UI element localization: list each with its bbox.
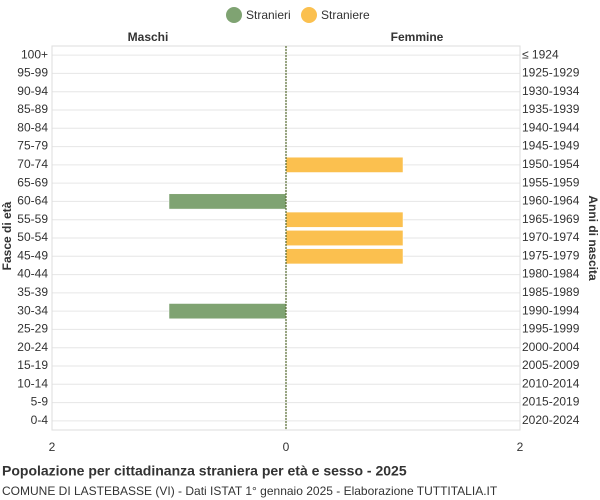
x-tick-label: 0: [283, 440, 290, 454]
y2-tick-label: 2000-2004: [522, 340, 580, 354]
y2-tick-label: 1965-1969: [522, 212, 580, 226]
y-tick-label: 50-54: [17, 230, 48, 244]
y2-tick-label: 1980-1984: [522, 267, 580, 281]
y2-tick-label: 1960-1964: [522, 194, 580, 208]
y-tick-label: 55-59: [17, 212, 48, 226]
y-tick-label: 70-74: [17, 157, 48, 171]
y2-axis-title: Anni di nascita: [586, 195, 600, 281]
y-tick-label: 25-29: [17, 322, 48, 336]
x-tick-label: 2: [49, 440, 56, 454]
y-tick-label: 60-64: [17, 194, 48, 208]
y-tick-label: 85-89: [17, 102, 48, 116]
legend-label: Straniere: [321, 8, 370, 22]
y-tick-label: 35-39: [17, 285, 48, 299]
legend-marker: [226, 7, 242, 23]
y-tick-label: 20-24: [17, 340, 48, 354]
y-tick-label: 30-34: [17, 303, 48, 317]
bar: [168, 303, 287, 320]
chart-title: Popolazione per cittadinanza straniera p…: [2, 463, 407, 479]
y2-tick-label: 1945-1949: [522, 139, 580, 153]
y2-tick-label: 1990-1994: [522, 303, 580, 317]
y2-tick-label: 1985-1989: [522, 285, 580, 299]
y-tick-label: 10-14: [17, 376, 48, 390]
y-tick-label: 45-49: [17, 248, 48, 262]
y-tick-label: 5-9: [31, 395, 49, 409]
y2-tick-label: 2010-2014: [522, 376, 580, 390]
y2-tick-label: 2015-2019: [522, 395, 580, 409]
y2-tick-label: 1970-1974: [522, 230, 580, 244]
y-tick-label: 95-99: [17, 66, 48, 80]
y2-tick-label: 1955-1959: [522, 175, 580, 189]
y2-tick-label: 1950-1954: [522, 157, 580, 171]
y-tick-label: 15-19: [17, 358, 48, 372]
y-tick-label: 75-79: [17, 139, 48, 153]
y-tick-label: 65-69: [17, 175, 48, 189]
y2-tick-label: 1925-1929: [522, 66, 580, 80]
y2-tick-label: 1940-1944: [522, 120, 580, 134]
bar: [285, 156, 404, 173]
y-tick-label: 40-44: [17, 267, 48, 281]
y-tick-label: 0-4: [31, 413, 49, 427]
y-tick-label: 100+: [21, 47, 48, 61]
bar: [168, 193, 287, 210]
y2-tick-label: 1995-1999: [522, 322, 580, 336]
y-tick-label: 90-94: [17, 84, 48, 98]
legend-marker: [301, 7, 317, 23]
y-axis-title: Fasce di età: [0, 201, 14, 270]
y2-tick-label: 2005-2009: [522, 358, 580, 372]
bar: [285, 230, 404, 246]
x-tick-label: 2: [517, 440, 524, 454]
y-tick-label: 80-84: [17, 120, 48, 134]
chart-subtitle: COMUNE DI LASTEBASSE (VI) - Dati ISTAT 1…: [2, 484, 498, 498]
bar: [285, 248, 404, 265]
y2-tick-label: ≤ 1924: [522, 47, 559, 61]
y2-tick-label: 2020-2024: [522, 413, 580, 427]
legend-label: Stranieri: [246, 8, 291, 22]
y2-tick-label: 1935-1939: [522, 102, 580, 116]
y2-tick-label: 1975-1979: [522, 248, 580, 262]
bar: [285, 211, 404, 228]
left-heading: Maschi: [128, 30, 169, 44]
right-heading: Femmine: [391, 30, 444, 44]
y2-tick-label: 1930-1934: [522, 84, 580, 98]
